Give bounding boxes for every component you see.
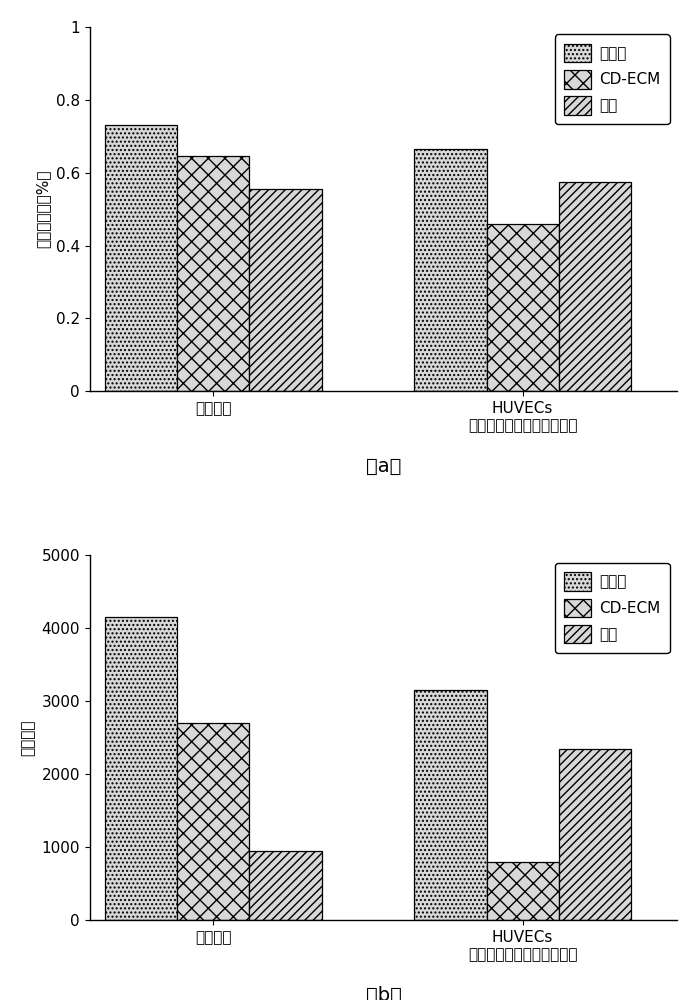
Legend: 培养板, CD-ECM, 羊膜: 培养板, CD-ECM, 羊膜 bbox=[555, 563, 669, 653]
Text: （b）: （b） bbox=[366, 986, 401, 1000]
Y-axis label: 细胞附着率（%）: 细胞附着率（%） bbox=[35, 170, 50, 248]
Bar bbox=[558, 749, 631, 920]
Bar bbox=[487, 224, 558, 391]
Bar bbox=[177, 156, 249, 391]
Bar bbox=[415, 149, 487, 391]
Bar bbox=[177, 723, 249, 920]
Bar bbox=[249, 189, 322, 391]
Bar bbox=[487, 862, 558, 920]
Bar bbox=[105, 617, 177, 920]
Bar bbox=[558, 182, 631, 391]
Legend: 培养板, CD-ECM, 羊膜: 培养板, CD-ECM, 羊膜 bbox=[555, 34, 669, 124]
Bar bbox=[249, 851, 322, 920]
Text: （a）: （a） bbox=[366, 457, 401, 476]
Y-axis label: 荧光强度: 荧光强度 bbox=[21, 719, 36, 756]
Bar bbox=[105, 125, 177, 391]
Bar bbox=[415, 690, 487, 920]
